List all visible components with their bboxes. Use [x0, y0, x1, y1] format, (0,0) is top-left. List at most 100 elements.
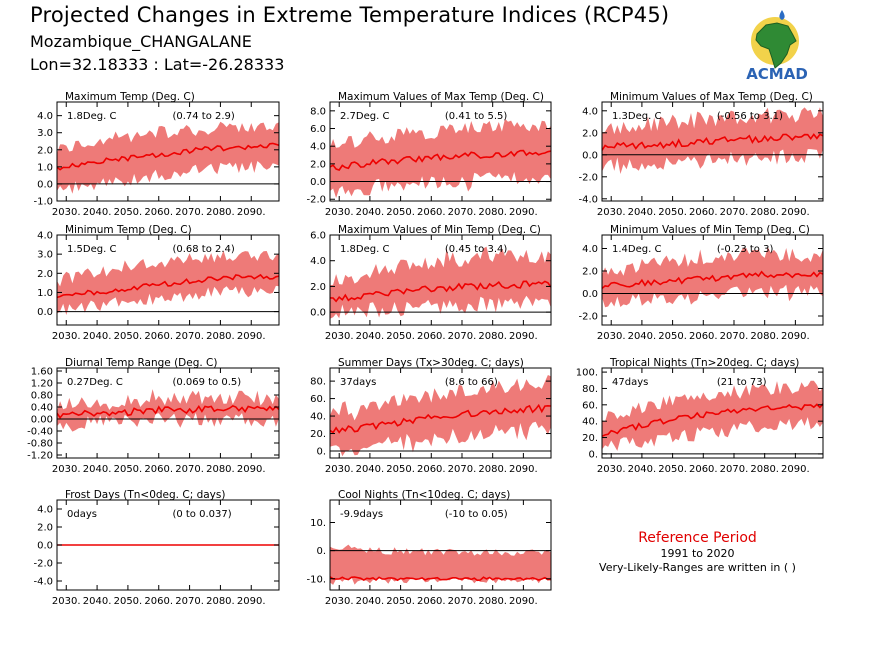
plot-area [57, 250, 279, 315]
x-tick-label: 2060. [417, 596, 446, 607]
median-line [57, 142, 279, 171]
plot-area [330, 118, 551, 198]
y-tick-label: -4.0 [33, 577, 53, 588]
coordinates-label: Lon=32.18333 : Lat=-26.28333 [30, 55, 285, 74]
x-tick-label: 2050. [114, 464, 143, 475]
y-tick-label: 0. [316, 546, 326, 557]
y-tick-label: -2.0 [33, 559, 53, 570]
x-tick-label: 2060. [417, 207, 446, 218]
y-tick-label: 0.0 [37, 307, 53, 318]
x-tick-label: 2070. [175, 596, 204, 607]
median-line [57, 404, 279, 420]
y-tick-label: -2.0 [578, 312, 598, 323]
panel-title: Minimum Values of Max Temp (Deg. C) [610, 91, 813, 103]
y-tick-label: 1.0 [37, 162, 53, 173]
y-tick-label: 4.0 [37, 111, 53, 122]
x-tick-label: 2040. [83, 464, 112, 475]
x-tick-label: 2040. [356, 596, 385, 607]
africa-map-logo-icon: ACMAD [746, 10, 808, 83]
x-tick-label: 2070. [448, 207, 477, 218]
median-value-label: 47days [612, 377, 648, 388]
y-tick-label: 60. [310, 394, 326, 405]
y-tick-label: -2.0 [306, 195, 326, 206]
x-tick-label: 2030. [325, 596, 354, 607]
y-tick-label: 10. [310, 518, 326, 529]
y-tick-label: 40. [582, 417, 598, 428]
median-line [330, 280, 551, 303]
y-tick-label: 4.0 [37, 505, 53, 516]
very-likely-ranges-note: Very-Likely-Ranges are written in ( ) [599, 561, 796, 574]
range-value-label: (0.68 to 2.4) [172, 244, 234, 255]
median-line [602, 403, 823, 437]
x-tick-label: 2070. [720, 207, 749, 218]
x-tick-label: 2060. [144, 207, 173, 218]
chart-panel-10: 4.0 2.0 0.0 -2.0 -4.0 2030. 2040. 2050. 2060. 207… [33, 489, 280, 607]
range-value-label: (-10 to 0.05) [445, 509, 508, 520]
median-value-label: 1.4Deg. C [612, 244, 661, 255]
y-tick-label: 0.0 [37, 541, 53, 552]
median-value-label: 1.3Deg. C [612, 111, 661, 122]
plot-area [57, 389, 279, 432]
x-tick-label: 2050. [114, 331, 143, 342]
range-value-label: (-0.23 to 3) [717, 244, 774, 255]
very-likely-range-band [602, 380, 823, 451]
x-tick-label: 2030. [52, 464, 81, 475]
median-value-label: 2.7Deg. C [340, 111, 389, 122]
y-tick-label: 4.0 [37, 231, 53, 242]
x-tick-label: 2080. [478, 464, 507, 475]
x-tick-label: 2050. [658, 207, 687, 218]
y-tick-label: 3.0 [37, 250, 53, 261]
y-tick-label: 20. [310, 429, 326, 440]
y-tick-label: 2.0 [310, 282, 326, 293]
panel-frame [601, 234, 824, 326]
median-value-label: 0.27Deg. C [67, 377, 123, 388]
x-tick-label: 2030. [325, 464, 354, 475]
y-tick-label: 0.40 [31, 403, 53, 414]
reference-period-title: Reference Period [638, 530, 757, 546]
y-tick-label: 2.0 [37, 145, 53, 156]
x-tick-label: 2030. [52, 331, 81, 342]
y-tick-label: 60. [582, 400, 598, 411]
x-tick-label: 2090. [509, 207, 538, 218]
panel-title: Maximum Values of Min Temp (Deg. C) [338, 224, 541, 236]
x-tick-label: 2030. [597, 207, 626, 218]
x-tick-label: 2040. [83, 331, 112, 342]
y-tick-label: 2.0 [37, 523, 53, 534]
x-tick-label: 2060. [417, 331, 446, 342]
chart-panel-7: 1.601.200.800.400.00-0.40-0.80-1.20 2030.… [27, 357, 280, 475]
range-value-label: (0.74 to 2.9) [172, 111, 234, 122]
y-tick-label: 0. [316, 447, 326, 458]
x-tick-label: 2090. [781, 331, 810, 342]
range-value-label: (0 to 0.037) [172, 509, 231, 520]
range-value-label: (-0.56 to 3.1) [717, 111, 783, 122]
median-line [602, 133, 823, 151]
x-tick-label: 2070. [175, 331, 204, 342]
range-value-label: (0.45 to 3.4) [445, 244, 507, 255]
panel-frame [56, 101, 280, 202]
x-tick-label: 2040. [628, 464, 657, 475]
y-tick-label: 4.0 [310, 256, 326, 267]
x-tick-label: 2050. [386, 331, 415, 342]
chart-panel-3: 4.0 2.0 0.0 -2.0 -4.0 2030. 2040. 2050. 2060. 207… [578, 91, 824, 218]
x-tick-label: 2080. [206, 331, 235, 342]
x-tick-label: 2060. [144, 596, 173, 607]
x-tick-label: 2050. [386, 207, 415, 218]
africa-continent-shape [755, 22, 797, 69]
median-value-label: 1.5Deg. C [67, 244, 116, 255]
y-tick-label: 2.0 [37, 269, 53, 280]
panel-title: Cool Nights (Tn<10deg. C; days) [338, 489, 510, 501]
range-value-label: (0.41 to 5.5) [445, 111, 507, 122]
x-tick-label: 2030. [52, 207, 81, 218]
plot-area [57, 121, 279, 194]
chart-main-title: Projected Changes in Extreme Temperature… [30, 3, 670, 27]
x-tick-label: 2050. [658, 331, 687, 342]
x-tick-label: 2050. [114, 596, 143, 607]
x-tick-label: 2050. [386, 464, 415, 475]
x-tick-label: 2090. [237, 331, 266, 342]
very-likely-range-band [330, 246, 551, 319]
x-tick-label: 2070. [175, 207, 204, 218]
y-tick-label: 4.0 [582, 244, 598, 255]
x-tick-label: 2060. [144, 331, 173, 342]
panel-frame [56, 234, 280, 326]
x-tick-label: 2070. [720, 464, 749, 475]
